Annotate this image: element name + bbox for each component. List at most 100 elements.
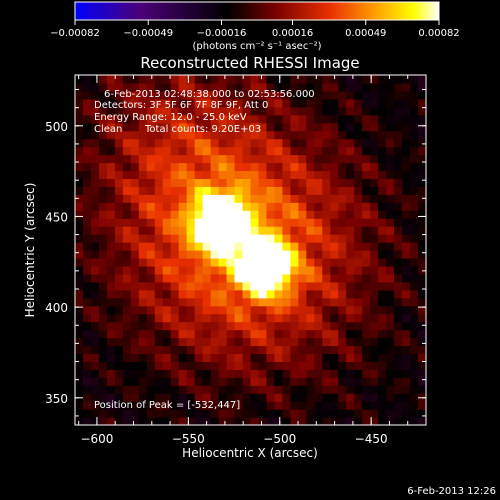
heatmap-cell: [98, 226, 108, 235]
heatmap-cell: [306, 305, 315, 315]
heatmap-cell: [362, 138, 371, 148]
heatmap-cell: [82, 250, 92, 259]
heatmap-cell: [75, 178, 84, 187]
annotation-time-range: 6-Feb-2013 02:48:38.000 to 02:53:56.000: [104, 89, 315, 100]
heatmap-cell: [202, 321, 212, 331]
heatmap-cell: [298, 234, 307, 243]
heatmap-cell: [218, 202, 228, 211]
heatmap-cell: [82, 377, 92, 386]
annotation-counts: Total counts: 9.20E+03: [144, 124, 261, 135]
heatmap-cell: [322, 417, 331, 425]
heatmap-cell: [154, 146, 164, 156]
heatmap-cell: [130, 234, 140, 243]
heatmap-cell: [186, 297, 196, 307]
heatmap-cell: [218, 186, 228, 195]
heatmap-cell: [90, 210, 100, 219]
heatmap-cell: [298, 393, 307, 402]
heatmap-cell: [354, 242, 363, 251]
heatmap-cell: [194, 242, 204, 251]
heatmap-cell: [394, 337, 403, 347]
heatmap-cell: [178, 313, 188, 323]
heatmap-cell: [338, 361, 347, 370]
heatmap-cell: [338, 138, 347, 148]
heatmap-cell: [330, 313, 339, 323]
heatmap-cell: [386, 273, 395, 283]
heatmap-cell: [290, 82, 299, 92]
heatmap-cell: [194, 409, 204, 418]
heatmap-cell: [378, 242, 387, 251]
heatmap-cell: [306, 393, 315, 402]
heatmap-cell: [202, 345, 212, 355]
heatmap-cell: [346, 289, 355, 299]
heatmap-cell: [194, 289, 204, 299]
heatmap-cell: [122, 146, 132, 156]
heatmap-cell: [418, 329, 426, 339]
heatmap-cell: [298, 75, 307, 84]
heatmap-cell: [170, 321, 180, 331]
heatmap-cell: [410, 98, 419, 108]
heatmap-cell: [378, 305, 387, 315]
heatmap-cell: [130, 281, 140, 291]
heatmap-cell: [98, 401, 108, 410]
heatmap-cell: [306, 345, 315, 355]
heatmap-cell: [178, 369, 188, 378]
heatmap-cell: [282, 345, 291, 355]
heatmap-cell: [226, 106, 236, 116]
heatmap-cell: [338, 321, 347, 331]
heatmap-cell: [338, 106, 347, 116]
heatmap-cell: [226, 257, 236, 267]
heatmap-cell: [154, 130, 164, 140]
heatmap-cell: [122, 162, 132, 172]
heatmap-cell: [138, 90, 148, 100]
heatmap-cell: [130, 321, 140, 331]
heatmap-cell: [354, 257, 363, 267]
heatmap-cell: [362, 257, 371, 267]
heatmap-cell: [258, 114, 268, 124]
heatmap-cell: [306, 289, 315, 299]
heatmap-cell: [386, 337, 395, 347]
heatmap-cell: [82, 226, 92, 235]
heatmap-cell: [146, 98, 156, 108]
heatmap-cell: [122, 234, 132, 243]
heatmap-cell: [194, 257, 204, 267]
heatmap-cell: [226, 401, 236, 410]
heatmap-cell: [146, 321, 156, 331]
heatmap-cell: [402, 417, 411, 425]
heatmap-cell: [266, 321, 276, 331]
heatmap-cell: [250, 106, 260, 116]
heatmap-cell: [146, 218, 156, 227]
heatmap-cell: [410, 417, 419, 425]
heatmap-cell: [162, 257, 172, 267]
heatmap-cell: [274, 329, 284, 339]
heatmap-cell: [370, 194, 379, 203]
heatmap-cell: [282, 170, 291, 180]
heatmap-cell: [210, 417, 220, 425]
heatmap-cell: [330, 146, 339, 156]
heatmap-cell: [250, 250, 260, 259]
heatmap-cell: [258, 170, 268, 180]
heatmap-cell: [418, 361, 426, 370]
heatmap-cell: [322, 353, 331, 362]
heatmap-cell: [322, 202, 331, 211]
heatmap-cell: [266, 106, 276, 116]
heatmap-cell: [82, 154, 92, 164]
heatmap-cell: [114, 369, 124, 378]
heatmap-cell: [194, 265, 204, 275]
heatmap-cell: [282, 393, 291, 402]
heatmap-cell: [402, 154, 411, 164]
heatmap-cell: [218, 305, 228, 315]
heatmap-cell: [178, 122, 188, 132]
heatmap-cell: [202, 273, 212, 283]
heatmap-cell: [210, 257, 220, 267]
heatmap-cell: [178, 409, 188, 418]
heatmap-cell: [90, 353, 100, 362]
heatmap-cell: [362, 226, 371, 235]
heatmap-cell: [362, 281, 371, 291]
heatmap-cell: [242, 265, 252, 275]
heatmap-cell: [330, 273, 339, 283]
heatmap-cell: [250, 273, 260, 283]
heatmap-cell: [378, 82, 387, 92]
heatmap-cell: [386, 369, 395, 378]
heatmap-cell: [122, 122, 132, 132]
heatmap-cell: [210, 114, 220, 124]
